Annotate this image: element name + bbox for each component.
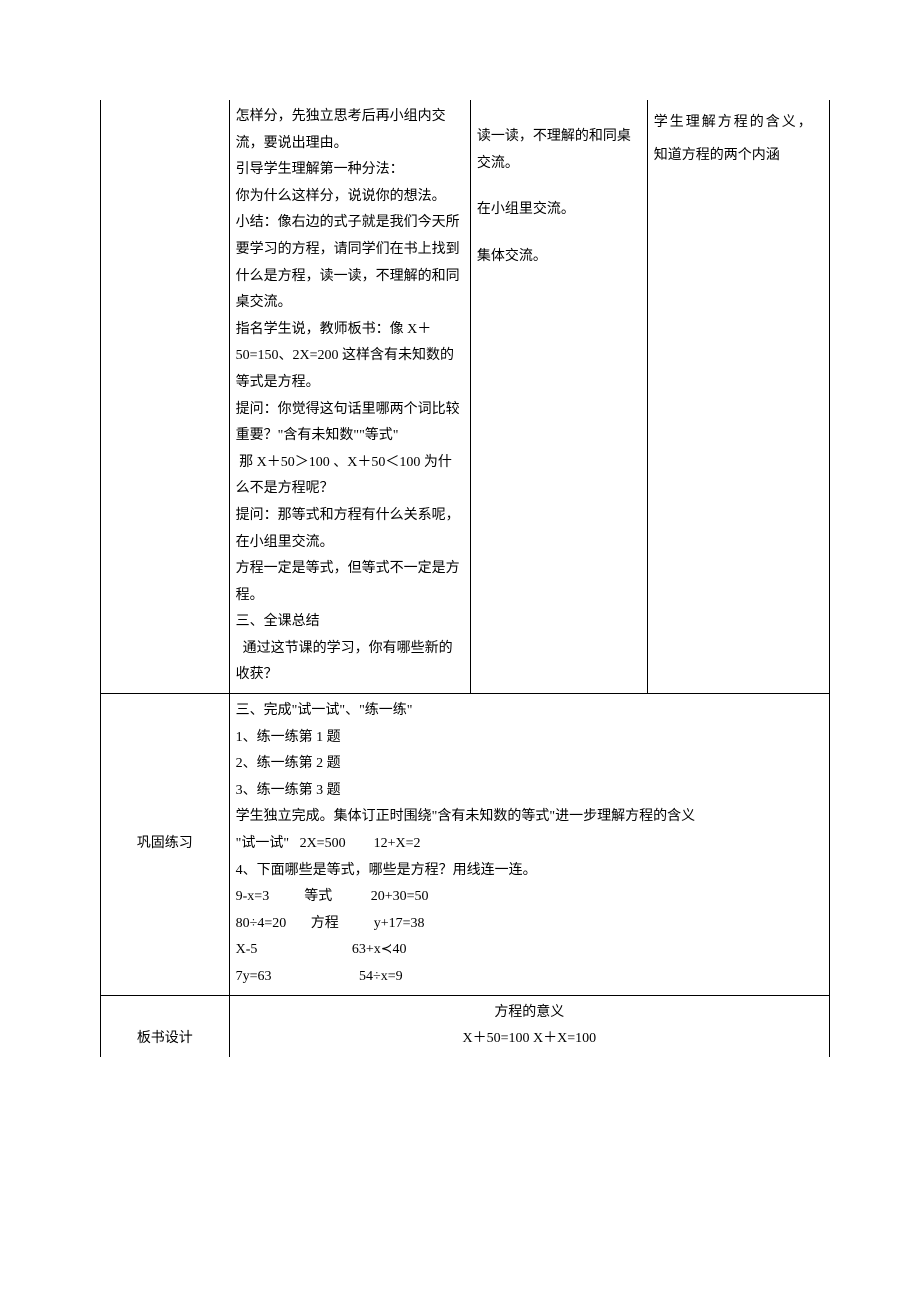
text-line: 小结：像右边的式子就是我们今天所要学习的方程，请同学们在书上找到什么是方程，读一… <box>236 210 464 316</box>
table-row: 怎样分，先独立思考后再小组内交流，要说出理由。 引导学生理解第一种分法： 你为什… <box>101 100 830 694</box>
text-line: 80÷4=20 方程 y+17=38 <box>236 911 823 938</box>
cell-r1-c1 <box>101 100 230 694</box>
text-line: 知道方程的两个内涵 <box>654 143 823 170</box>
text-line: X-5 63+x≺40 <box>236 937 823 964</box>
text-line: 三、全课总结 <box>236 609 464 636</box>
table-row: 板书设计 方程的意义 X＋50=100 X＋X=100 <box>101 995 830 1057</box>
text-line: 提问：那等式和方程有什么关系呢，在小组里交流。 <box>236 503 464 556</box>
text-line: 通过这节课的学习，你有哪些新的收获？ <box>236 636 464 689</box>
text-line: 那 X＋50＞100 、X＋50＜100 为什么不是方程呢？ <box>236 450 464 503</box>
text-line: 4、下面哪些是等式，哪些是方程？用线连一连。 <box>236 858 823 885</box>
text-line: 学生理解方程的含义， <box>654 110 823 137</box>
text-line: 7y=63 54÷x=9 <box>236 964 823 991</box>
text-line: 在小组里交流。 <box>477 197 641 224</box>
text-line: 3、练一练第 3 题 <box>236 778 823 805</box>
page: 怎样分，先独立思考后再小组内交流，要说出理由。 引导学生理解第一种分法： 你为什… <box>0 0 920 1302</box>
text-line: 9-x=3 等式 20+30=50 <box>236 884 823 911</box>
text-line: 2、练一练第 2 题 <box>236 751 823 778</box>
cell-r1-c2: 怎样分，先独立思考后再小组内交流，要说出理由。 引导学生理解第一种分法： 你为什… <box>229 100 470 694</box>
cell-r3-c2: 方程的意义 X＋50=100 X＋X=100 <box>229 995 829 1057</box>
cell-r1-c3: 读一读，不理解的和同桌交流。 在小组里交流。 集体交流。 <box>470 100 647 694</box>
lesson-plan-table: 怎样分，先独立思考后再小组内交流，要说出理由。 引导学生理解第一种分法： 你为什… <box>100 100 830 1057</box>
text-line: "试一试" 2X=500 12+X=2 <box>236 831 823 858</box>
text-line: 集体交流。 <box>477 244 641 271</box>
text-line: 1、练一练第 1 题 <box>236 725 823 752</box>
table-row: 巩固练习 三、完成"试一试"、"练一练" 1、练一练第 1 题 2、练一练第 2… <box>101 694 830 996</box>
text-line: 你为什么这样分，说说你的想法。 <box>236 184 464 211</box>
cell-r2-c2: 三、完成"试一试"、"练一练" 1、练一练第 1 题 2、练一练第 2 题 3、… <box>229 694 829 996</box>
text-line: 三、完成"试一试"、"练一练" <box>236 698 823 725</box>
text-line: 指名学生说，教师板书：像 X＋50=150、2X=200 这样含有未知数的等式是… <box>236 317 464 397</box>
cell-r1-c4: 学生理解方程的含义， 知道方程的两个内涵 <box>647 100 829 694</box>
board-title: 方程的意义 <box>236 1000 823 1027</box>
text-line: 提问：你觉得这句话里哪两个词比较重要？"含有未知数""等式" <box>236 397 464 450</box>
text-line: 方程一定是等式，但等式不一定是方程。 <box>236 556 464 609</box>
text-line: 读一读，不理解的和同桌交流。 <box>477 124 641 177</box>
board-line: X＋50=100 X＋X=100 <box>236 1026 823 1053</box>
text-line: 引导学生理解第一种分法： <box>236 157 464 184</box>
cell-r2-c1: 巩固练习 <box>101 694 230 996</box>
text-line: 学生独立完成。集体订正时围绕"含有未知数的等式"进一步理解方程的含义 <box>236 804 823 831</box>
text-line: 怎样分，先独立思考后再小组内交流，要说出理由。 <box>236 104 464 157</box>
cell-r3-c1: 板书设计 <box>101 995 230 1057</box>
